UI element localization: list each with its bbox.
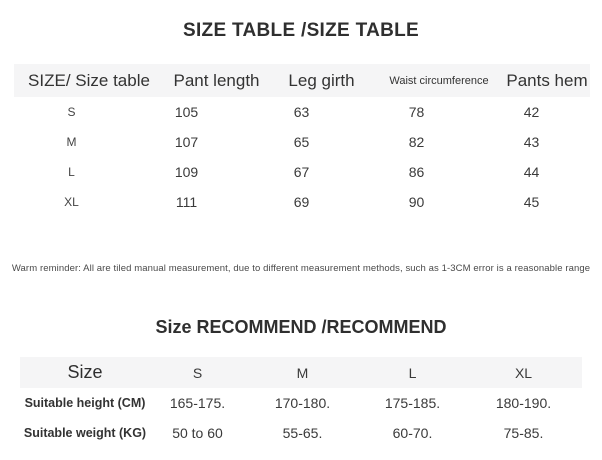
column-header-s: S	[192, 364, 203, 381]
pants-hem-value: 42	[523, 104, 540, 120]
leg-girth-value: 65	[293, 134, 310, 150]
column-header-size: SIZE/ Size table	[28, 70, 150, 90]
pants-hem-value: 44	[523, 164, 540, 180]
table-row: L 109 67 86 44	[14, 157, 602, 187]
leg-girth-value: 67	[293, 164, 310, 180]
column-header-pants-hem: Pants hem	[506, 70, 588, 90]
pant-length-value: 109	[174, 164, 199, 180]
recommend-table-title: Size RECOMMEND /RECOMMEND	[155, 317, 447, 337]
waist-value: 82	[408, 134, 425, 150]
pant-length-value: 105	[174, 104, 199, 120]
height-value-xl: 180-190.	[495, 395, 552, 411]
size-label: XL	[64, 195, 79, 209]
weight-value-s: 50 to 60	[172, 425, 223, 441]
table-row: S 105 63 78 42	[14, 97, 602, 127]
pant-length-value: 107	[174, 134, 199, 150]
column-header-leg-girth: Leg girth	[288, 70, 355, 90]
leg-girth-value: 69	[293, 194, 310, 210]
row-label-weight: Suitable weight (KG)	[23, 426, 147, 440]
waist-value: 86	[408, 164, 425, 180]
waist-value: 90	[408, 194, 425, 210]
size-label: M	[66, 135, 77, 149]
column-header-l: L	[408, 364, 417, 381]
leg-girth-value: 63	[293, 104, 310, 120]
recommend-table-header-row: Size S M L XL	[20, 357, 582, 388]
table-row: M 107 65 82 43	[14, 127, 602, 157]
column-header-size: Size	[67, 362, 103, 382]
size-table-title: SIZE TABLE /SIZE TABLE	[182, 20, 419, 41]
pants-hem-value: 43	[523, 134, 540, 150]
column-header-m: M	[296, 364, 309, 381]
weight-value-l: 60-70.	[392, 425, 433, 441]
weight-value-m: 55-65.	[282, 425, 323, 441]
size-label: L	[68, 165, 75, 179]
size-table-body: S 105 63 78 42 M 107 65 82 43 L 109 67 8…	[14, 97, 602, 217]
height-value-m: 170-180.	[274, 395, 331, 411]
table-row: XL 111 69 90 45	[14, 187, 602, 217]
pants-hem-value: 45	[523, 194, 540, 210]
table-row: Suitable weight (KG) 50 to 60 55-65. 60-…	[20, 418, 602, 448]
height-value-l: 175-185.	[384, 395, 441, 411]
measurement-disclaimer: Warm reminder: All are tiled manual meas…	[11, 263, 591, 274]
column-header-waist-circumference: Waist circumference	[389, 74, 489, 87]
recommend-table-body: Suitable height (CM) 165-175. 170-180. 1…	[20, 388, 602, 448]
column-header-pant-length: Pant length	[173, 70, 260, 90]
weight-value-xl: 75-85.	[503, 425, 544, 441]
waist-value: 78	[408, 104, 425, 120]
pant-length-value: 111	[175, 194, 198, 210]
height-value-s: 165-175.	[169, 395, 226, 411]
table-row: Suitable height (CM) 165-175. 170-180. 1…	[20, 388, 602, 418]
size-label: S	[67, 105, 76, 119]
column-header-xl: XL	[514, 364, 533, 381]
row-label-height: Suitable height (CM)	[24, 396, 146, 410]
size-table-header-row: SIZE/ Size table Pant length Leg girth W…	[14, 64, 590, 97]
